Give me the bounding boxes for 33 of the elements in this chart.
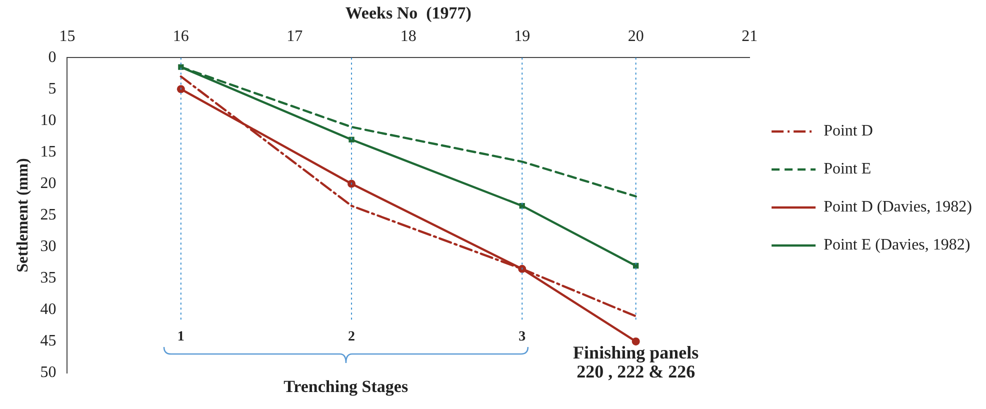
- x-tick-label: 16: [172, 28, 189, 46]
- text: Trenching Stages: [284, 376, 408, 396]
- y-tick-label: 45: [40, 332, 56, 350]
- annotation: 2: [348, 330, 356, 345]
- y-tick-label: 50: [40, 364, 56, 382]
- y-tick-label: 35: [40, 270, 56, 287]
- point: [176, 85, 185, 94]
- y-tick-label: 5: [48, 80, 56, 98]
- point: [632, 337, 640, 346]
- x-tick-label: 17: [286, 28, 303, 46]
- y-axis-title: Settlement (mm): [14, 158, 32, 272]
- annotation: Finishing panels 220 , 222 & 226: [573, 342, 699, 382]
- y-tick-label: 20: [40, 174, 56, 192]
- x-tick-label: 18: [400, 28, 416, 46]
- x-tick-label: 21: [742, 28, 758, 46]
- y-tick-label: 10: [40, 112, 56, 129]
- legend-label: Point E (Davies, 1982): [824, 236, 970, 254]
- x-tick-label: 15: [59, 28, 76, 46]
- legend-label: Point D (Davies, 1982): [824, 198, 972, 216]
- annotation: 1: [177, 330, 184, 345]
- point: [348, 180, 356, 188]
- point: [348, 136, 354, 142]
- legend-label: Point D: [824, 122, 873, 140]
- y-tick-label: 30: [40, 238, 56, 256]
- y-tick-label: 40: [40, 301, 56, 318]
- legend-label: Point E: [824, 160, 872, 178]
- x-axis-title: Weeks No (1977): [345, 4, 472, 23]
- x-tick-label: 20: [628, 28, 644, 46]
- annotation: 3: [518, 330, 526, 345]
- y-tick-label: 15: [40, 143, 56, 160]
- y-tick-label: 25: [40, 206, 56, 224]
- y-tick-label: 0: [48, 48, 56, 66]
- x-tick-label: 19: [514, 28, 530, 46]
